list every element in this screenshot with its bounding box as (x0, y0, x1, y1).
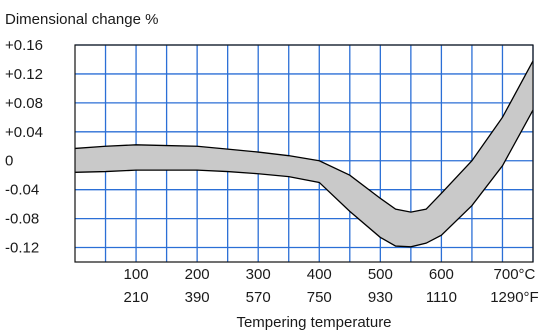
x-tick-label-fahrenheit: 390 (185, 289, 210, 306)
x-tick-label-fahrenheit: 930 (368, 289, 393, 306)
x-axis-tick-labels: 100 200 300 400 500 600 700°C 210 390 570 750 930 11… (124, 266, 539, 306)
x-tick-label-celsius: 700°C (494, 266, 536, 283)
x-tick-label-celsius: 500 (368, 266, 393, 283)
x-tick-label-celsius: 400 (307, 266, 332, 283)
x-tick-label-fahrenheit: 1290°F (490, 289, 539, 306)
y-tick-label: +0.04 (5, 124, 43, 141)
x-tick-label-fahrenheit: 210 (124, 289, 149, 306)
y-axis-tick-labels: +0.16 +0.12 +0.08 +0.04 0 -0.04 -0.08 -0.12 (5, 37, 43, 257)
y-tick-label: -0.08 (5, 211, 39, 228)
lower-bound-line (74, 109, 534, 248)
x-axis-label: Tempering temperature (236, 314, 391, 331)
x-tick-label-celsius: 600 (429, 266, 454, 283)
x-tick-label-celsius: 100 (124, 266, 149, 283)
y-tick-label: 0 (5, 153, 13, 170)
chart-title: Dimensional change % (5, 11, 158, 28)
data-band (74, 60, 534, 248)
y-tick-label: -0.04 (5, 182, 39, 199)
x-tick-label-fahrenheit: 570 (246, 289, 271, 306)
band-fill (75, 60, 533, 247)
y-tick-label: +0.08 (5, 95, 43, 112)
y-tick-label: -0.12 (5, 240, 39, 257)
x-tick-label-fahrenheit: 750 (307, 289, 332, 306)
upper-bound-line (74, 60, 534, 213)
x-tick-label-fahrenheit: 1110 (426, 289, 457, 306)
y-tick-label: +0.12 (5, 66, 43, 83)
y-tick-label: +0.16 (5, 37, 43, 54)
x-tick-label-celsius: 300 (246, 266, 271, 283)
plot-frame (74, 44, 534, 263)
x-tick-label-celsius: 200 (185, 266, 210, 283)
